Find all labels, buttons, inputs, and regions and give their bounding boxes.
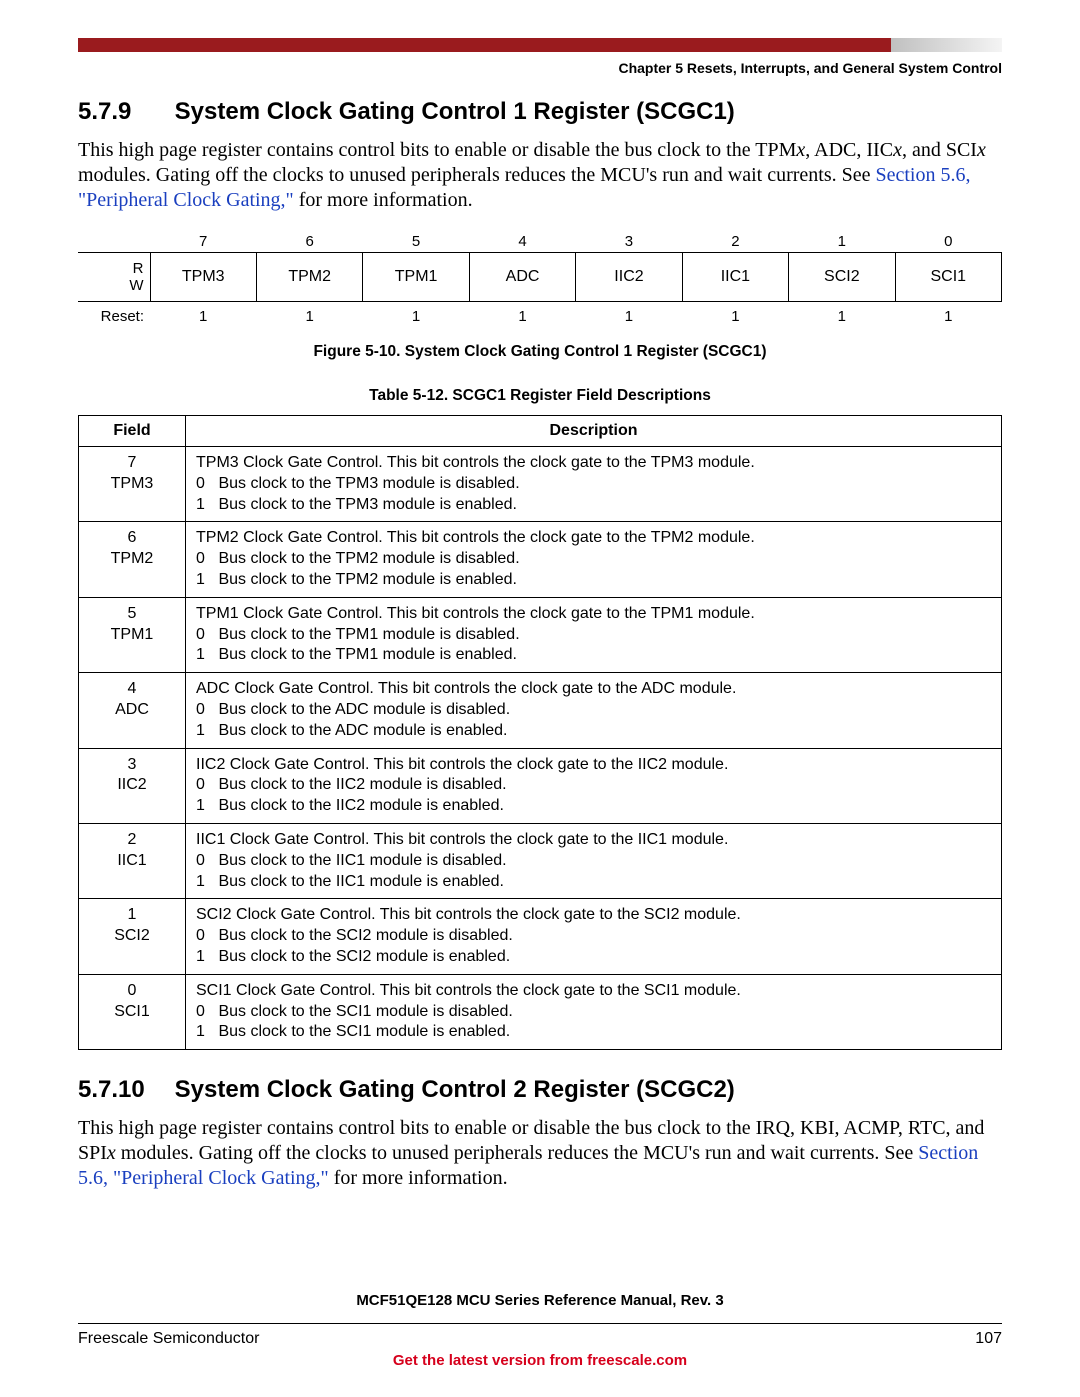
field-description-table: Field Description 7TPM3TPM3 Clock Gate C… (78, 415, 1002, 1050)
section2-paragraph: This high page register contains control… (78, 1116, 1002, 1191)
section-title: System Clock Gating Control 2 Register (… (175, 1076, 735, 1103)
description-cell: IIC1 Clock Gate Control. This bit contro… (186, 823, 1002, 898)
bit-cell: IIC1 (682, 253, 788, 302)
description-cell: SCI1 Clock Gate Control. This bit contro… (186, 974, 1002, 1049)
chapter-header: Chapter 5 Resets, Interrupts, and Genera… (78, 60, 1002, 76)
rw-label: R W (78, 253, 150, 302)
section-heading-579: 5.7.9 System Clock Gating Control 1 Regi… (78, 98, 1002, 126)
description-cell: TPM1 Clock Gate Control. This bit contro… (186, 597, 1002, 672)
description-cell: SCI2 Clock Gate Control. This bit contro… (186, 899, 1002, 974)
footer-left: Freescale Semiconductor (78, 1330, 259, 1348)
table-caption: Table 5-12. SCGC1 Register Field Descrip… (78, 387, 1002, 405)
page-footer: MCF51QE128 MCU Series Reference Manual, … (78, 1292, 1002, 1369)
table-row: 6TPM2TPM2 Clock Gate Control. This bit c… (79, 522, 1002, 597)
footer-doc-title: MCF51QE128 MCU Series Reference Manual, … (78, 1292, 1002, 1309)
bit-cell: SCI1 (895, 253, 1001, 302)
bit-number-row: 7 6 5 4 3 2 1 0 (78, 231, 1002, 253)
field-cell: 5TPM1 (79, 597, 186, 672)
section-heading-5710: 5.7.10 System Clock Gating Control 2 Reg… (78, 1076, 1002, 1104)
field-cell: 6TPM2 (79, 522, 186, 597)
table-row: 1SCI2SCI2 Clock Gate Control. This bit c… (79, 899, 1002, 974)
section-title: System Clock Gating Control 1 Register (… (175, 98, 735, 125)
table-row: 7TPM3TPM3 Clock Gate Control. This bit c… (79, 447, 1002, 522)
page: Chapter 5 Resets, Interrupts, and Genera… (0, 0, 1080, 1397)
field-cell: 0SCI1 (79, 974, 186, 1049)
field-cell: 7TPM3 (79, 447, 186, 522)
col-field: Field (79, 416, 186, 447)
section1-paragraph: This high page register contains control… (78, 138, 1002, 213)
section-number: 5.7.9 (78, 98, 168, 126)
description-cell: TPM3 Clock Gate Control. This bit contro… (186, 447, 1002, 522)
footer-link[interactable]: Get the latest version from freescale.co… (78, 1352, 1002, 1369)
bit-cell: TPM1 (363, 253, 469, 302)
bit-cell: TPM2 (256, 253, 362, 302)
footer-rule (78, 1323, 1002, 1324)
col-description: Description (186, 416, 1002, 447)
field-cell: 3IIC2 (79, 748, 186, 823)
figure-caption: Figure 5-10. System Clock Gating Control… (78, 343, 1002, 361)
table-row: 3IIC2IIC2 Clock Gate Control. This bit c… (79, 748, 1002, 823)
description-cell: IIC2 Clock Gate Control. This bit contro… (186, 748, 1002, 823)
description-cell: ADC Clock Gate Control. This bit control… (186, 673, 1002, 748)
table-row: 2IIC1IIC1 Clock Gate Control. This bit c… (79, 823, 1002, 898)
section-number: 5.7.10 (78, 1076, 168, 1104)
reset-row: Reset: 1 1 1 1 1 1 1 1 (78, 302, 1002, 328)
register-diagram: 7 6 5 4 3 2 1 0 R W TPM3 TPM2 TPM1 ADC I… (78, 231, 1002, 327)
bit-cell: IIC2 (576, 253, 682, 302)
field-cell: 1SCI2 (79, 899, 186, 974)
bit-cells-row: R W TPM3 TPM2 TPM1 ADC IIC2 IIC1 SCI2 SC… (78, 253, 1002, 302)
field-cell: 4ADC (79, 673, 186, 748)
field-cell: 2IIC1 (79, 823, 186, 898)
table-row: 4ADCADC Clock Gate Control. This bit con… (79, 673, 1002, 748)
bit-cell: ADC (469, 253, 575, 302)
table-row: 0SCI1SCI1 Clock Gate Control. This bit c… (79, 974, 1002, 1049)
table-row: 5TPM1TPM1 Clock Gate Control. This bit c… (79, 597, 1002, 672)
description-cell: TPM2 Clock Gate Control. This bit contro… (186, 522, 1002, 597)
top-rule (78, 38, 1002, 52)
footer-page-number: 107 (975, 1330, 1002, 1348)
bit-cell: SCI2 (789, 253, 895, 302)
bit-cell: TPM3 (150, 253, 256, 302)
